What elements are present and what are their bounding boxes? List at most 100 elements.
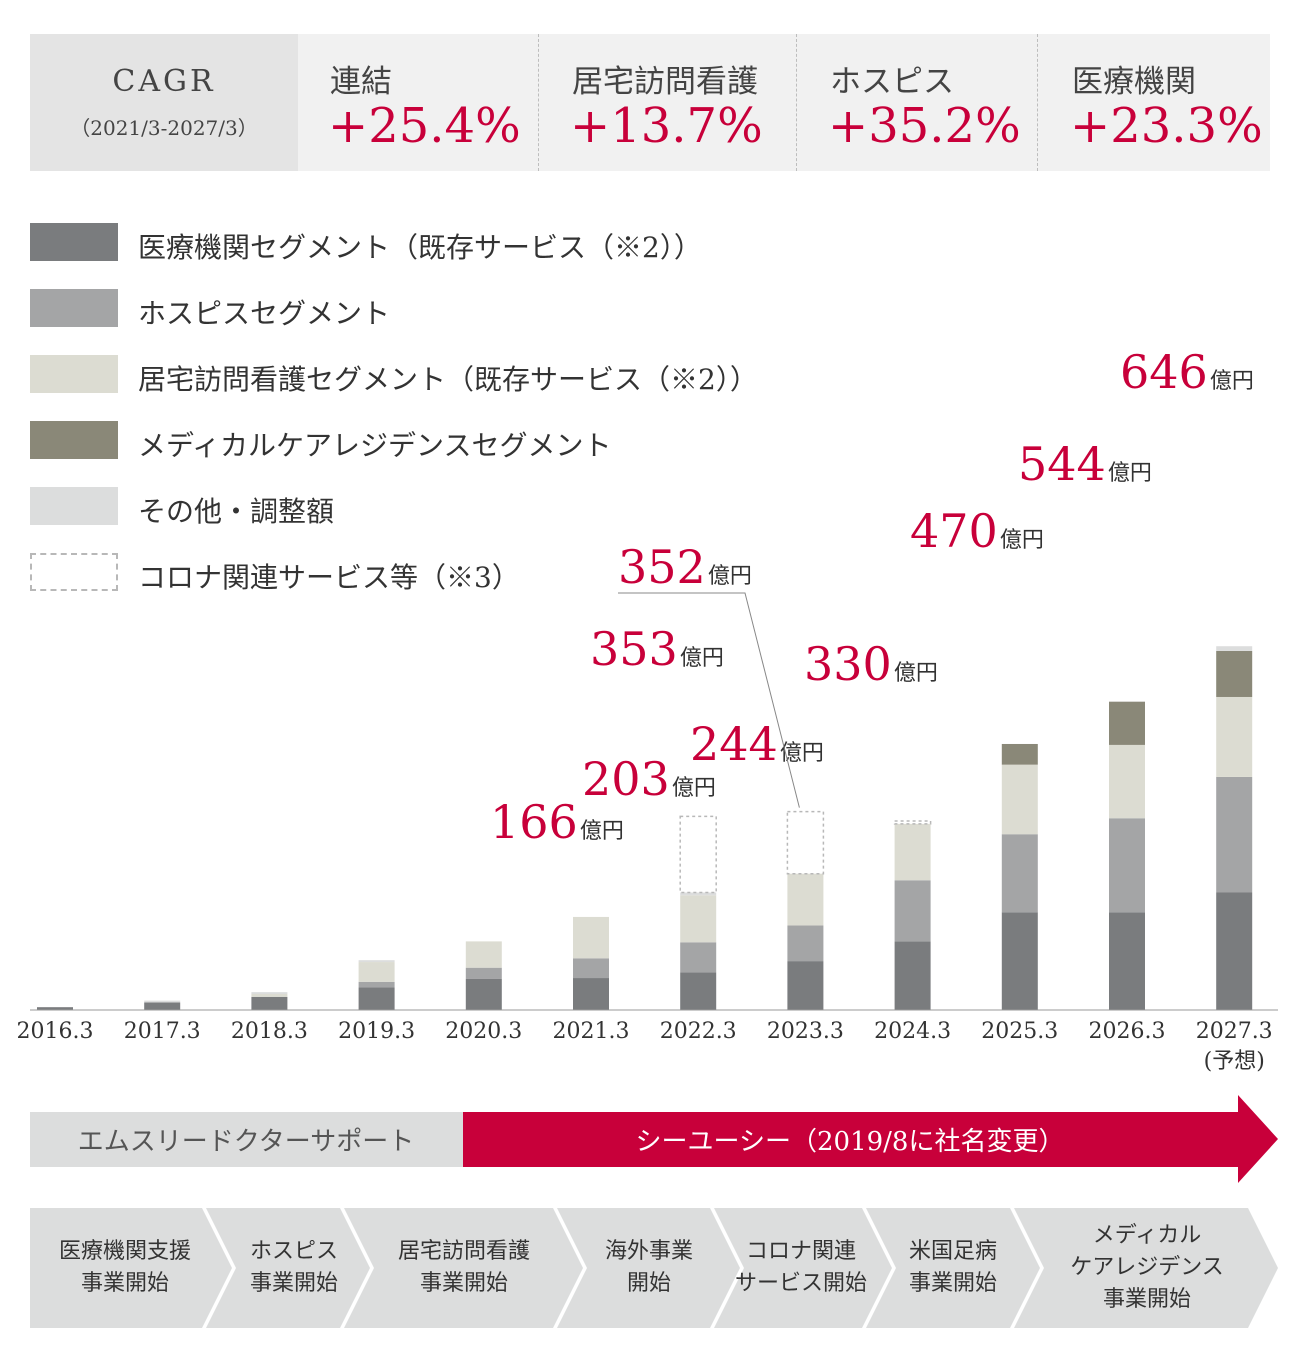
total-unit: 億円 xyxy=(1000,528,1044,553)
milestone-hospice: ホスピス 事業開始 xyxy=(249,1239,338,1296)
cagr-item-label: 連結 xyxy=(330,64,392,100)
bar-segment xyxy=(1216,646,1253,651)
total-label: 203億円 xyxy=(582,752,716,806)
x-tick-label: 2021.3 xyxy=(553,1019,630,1044)
total-label: 646億円 xyxy=(1120,345,1254,399)
legend-swatch-hospice xyxy=(30,289,118,327)
bar-segment xyxy=(144,1002,181,1010)
x-tick-label: 2026.3 xyxy=(1089,1019,1166,1044)
bar-segment xyxy=(358,962,395,982)
bar-segment xyxy=(251,992,288,995)
bar-segment xyxy=(787,925,824,962)
bar-segment xyxy=(1001,912,1038,1010)
total-label: 353億円 xyxy=(590,622,724,676)
bar-segment xyxy=(465,978,502,1010)
bar-segment xyxy=(1109,818,1145,913)
legend-swatch-covid xyxy=(30,553,118,591)
bar-segment xyxy=(358,987,395,1010)
revenue-bar-chart: 2016.3 2017.3 2018.3 2019.3 2020.3 2021.3 2022… xyxy=(17,345,1278,1074)
cagr-item-value: +13.7% xyxy=(570,98,763,154)
bar-segment-covid xyxy=(786,810,825,875)
bar-segment-covid xyxy=(893,820,932,825)
total-label: 330億円 xyxy=(804,637,938,691)
bar-segment xyxy=(465,941,502,968)
legend-label-other: その他・調整額 xyxy=(138,495,335,528)
bar-segment xyxy=(680,942,717,973)
bar-segment xyxy=(1109,701,1145,745)
bar-segment xyxy=(1216,776,1253,893)
bar-segment xyxy=(573,958,609,979)
legend-swatch-residence xyxy=(30,421,118,459)
cagr-item-home-nursing: 居宅訪問看護 +13.7% xyxy=(540,34,796,171)
cagr-label-box: CAGR （2021/3-2027/3） xyxy=(30,34,298,171)
milestone-medical-support: 医療機関支援 事業開始 xyxy=(58,1239,191,1296)
total-value: 646 xyxy=(1120,345,1208,399)
cagr-item-medical: 医療機関 +23.3% xyxy=(1040,34,1270,171)
milestone-covid-services: コロナ関連 サービス開始 xyxy=(734,1239,867,1296)
total-unit: 億円 xyxy=(580,819,624,844)
x-tick-label: 2022.3 xyxy=(660,1019,737,1044)
bar-segment xyxy=(573,978,609,1010)
legend-swatch-other xyxy=(30,487,118,525)
total-unit: 億円 xyxy=(680,646,724,671)
total-unit: 億円 xyxy=(1210,369,1254,394)
total-unit: 億円 xyxy=(894,661,938,686)
bar-segment xyxy=(251,996,288,1010)
milestone-home-nursing: 居宅訪問看護 事業開始 xyxy=(397,1239,530,1296)
milestone-us-podiatry: 米国足病 事業開始 xyxy=(908,1239,997,1296)
bar-segment xyxy=(680,892,717,896)
bar-segment xyxy=(144,1000,181,1003)
leader-line xyxy=(618,592,800,808)
legend-label-covid: コロナ関連サービス等（※3） xyxy=(138,561,520,594)
x-tick-label: 2024.3 xyxy=(874,1019,951,1044)
bar-segment xyxy=(1216,650,1253,697)
bar-segment xyxy=(680,972,717,1010)
cagr-item-consolidated: 連結 +25.4% xyxy=(298,34,538,171)
x-tick-label: 2025.3 xyxy=(981,1019,1058,1044)
old-company-band xyxy=(30,1112,463,1167)
cagr-item-value: +35.2% xyxy=(828,98,1021,154)
x-tick-label: 2016.3 xyxy=(17,1019,94,1044)
milestone-overseas: 海外事業 開始 xyxy=(604,1239,693,1296)
total-value: 330 xyxy=(804,637,892,691)
cagr-item-label: ホスピス xyxy=(830,64,954,100)
milestone-chevron xyxy=(1014,1208,1278,1328)
cagr-item-label: 居宅訪問看護 xyxy=(572,64,758,100)
bar-segment xyxy=(894,941,931,1010)
bar-segment xyxy=(1001,834,1038,913)
company-name-band: エムスリードクターサポート シーユーシー（2019/8に社名変更） xyxy=(30,1095,1278,1183)
bar-segment xyxy=(465,967,502,979)
cagr-item-hospice: ホスピス +35.2% xyxy=(798,34,1038,171)
x-tick-note: (予想) xyxy=(1204,1049,1265,1074)
total-unit: 億円 xyxy=(672,776,716,801)
total-unit: 億円 xyxy=(780,741,824,766)
total-label: 470億円 xyxy=(910,504,1044,558)
old-company-name: エムスリードクターサポート xyxy=(78,1127,414,1157)
bar-segment xyxy=(1216,892,1253,1010)
total-label: 352億円 xyxy=(618,540,752,594)
total-label: 166億円 xyxy=(490,795,624,849)
new-company-name: シーユーシー（2019/8に社名変更） xyxy=(636,1127,1065,1157)
total-value: 166 xyxy=(490,795,578,849)
total-unit: 億円 xyxy=(708,564,752,589)
cagr-period: （2021/3-2027/3） xyxy=(70,116,258,140)
total-label: 244億円 xyxy=(690,717,824,771)
bar-segment xyxy=(358,981,395,988)
legend-label-medical: 医療機関セグメント（既存サービス（※2）） xyxy=(138,231,702,264)
bar-segment xyxy=(1109,912,1145,1010)
milestone-chevron xyxy=(344,1208,583,1328)
milestone-medical-residence: メディカル ケアレジデンス 事業開始 xyxy=(1070,1223,1224,1312)
legend-label-home-nursing: 居宅訪問看護セグメント（既存サービス（※2）） xyxy=(138,363,758,396)
bar-segment xyxy=(1001,743,1038,765)
bar-segment xyxy=(894,880,931,942)
bar-segment xyxy=(37,1007,73,1010)
new-company-arrow xyxy=(463,1095,1278,1183)
total-value: 470 xyxy=(910,504,998,558)
milestone-chevron xyxy=(714,1208,892,1328)
cagr-divider xyxy=(1037,34,1038,171)
total-label: 544億円 xyxy=(1018,437,1152,491)
legend-label-residence: メディカルケアレジデンスセグメント xyxy=(138,429,612,462)
cagr-item-value: +23.3% xyxy=(1070,98,1263,154)
bar-segment xyxy=(573,916,609,959)
legend-swatch-medical xyxy=(30,223,118,261)
